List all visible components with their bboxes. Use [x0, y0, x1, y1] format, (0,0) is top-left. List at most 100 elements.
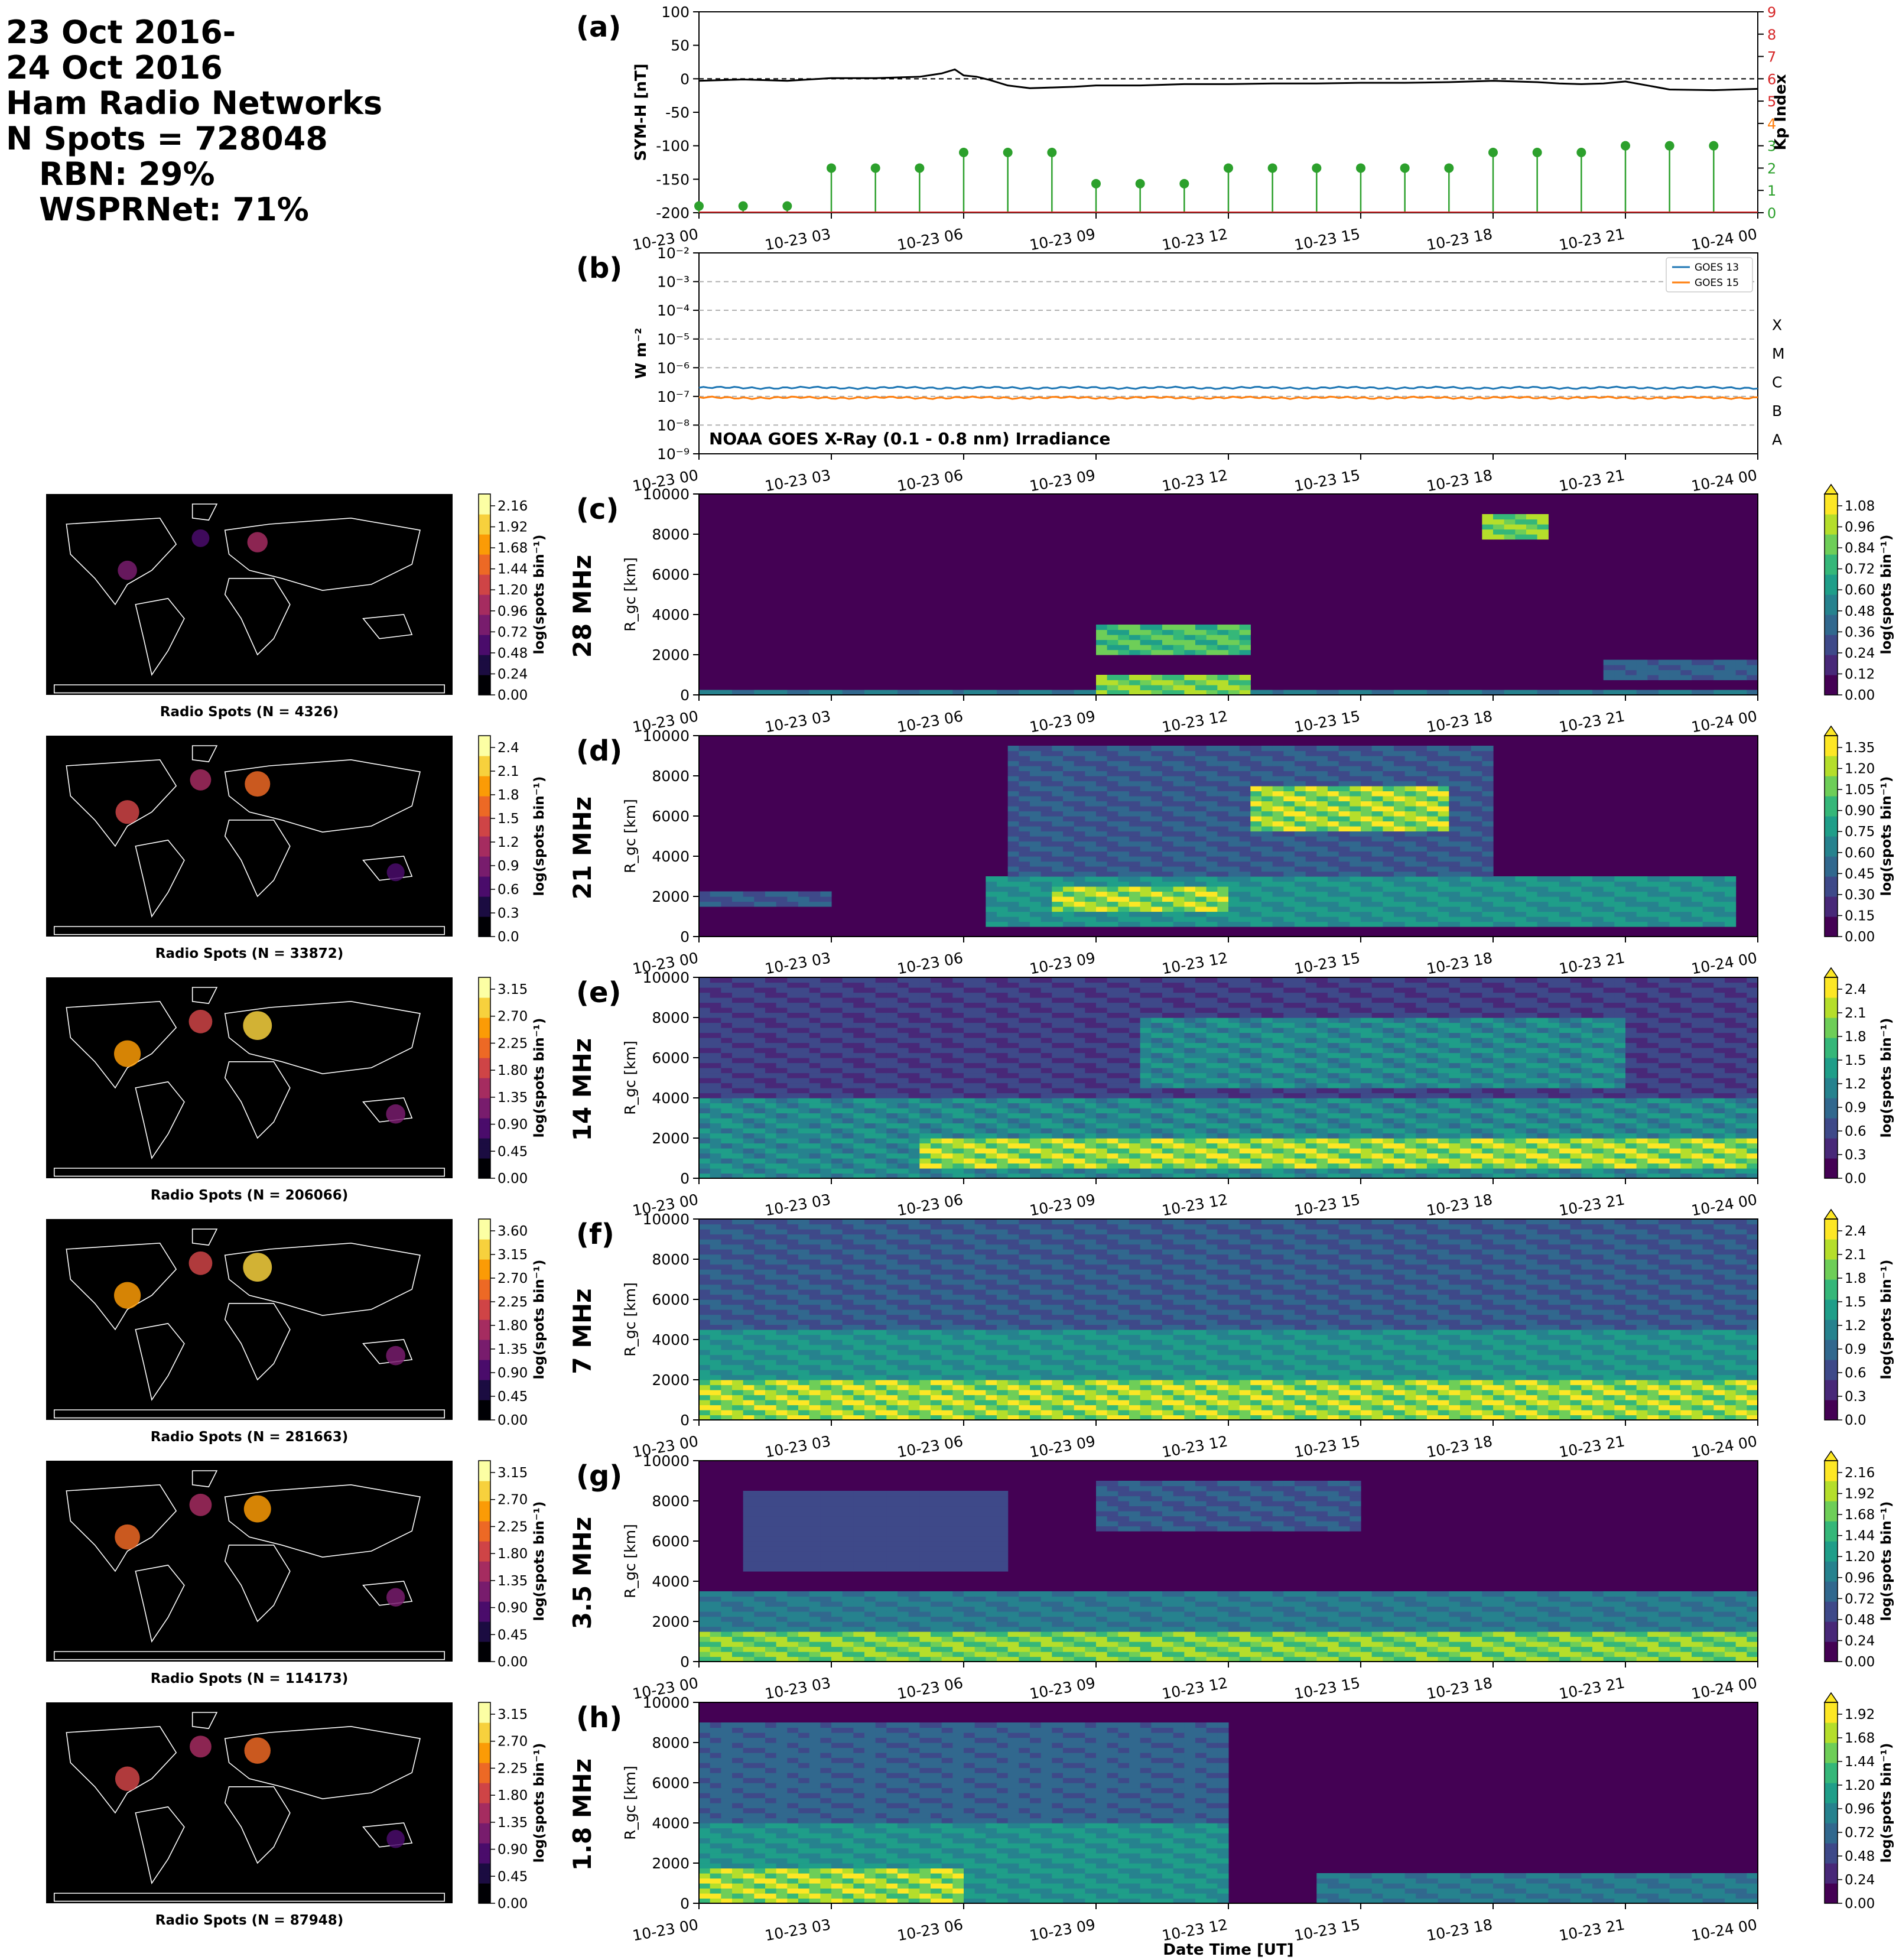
heatmap-cell: [1118, 746, 1130, 752]
heatmap-cell: [1570, 921, 1582, 927]
heatmap-cell: [1184, 1002, 1196, 1008]
heatmap-cell: [986, 1032, 997, 1038]
heatmap-cell: [1350, 876, 1361, 882]
heatmap-cell: [1019, 841, 1030, 847]
heatmap-cell: [1107, 801, 1118, 807]
heatmap-cell: [1173, 1128, 1185, 1134]
heatmap-cell: [1272, 1133, 1284, 1139]
heatmap-cell: [1427, 756, 1439, 762]
heatmap-cell: [1107, 1038, 1118, 1044]
heatmap-cell: [952, 1018, 964, 1023]
heatmap-cell: [1295, 766, 1306, 772]
heatmap-cell: [908, 1173, 920, 1179]
heatmap-cell: [1295, 781, 1306, 786]
heatmap-cell: [875, 997, 887, 1003]
heatmap-cell: [1195, 1062, 1207, 1068]
heatmap-cell: [787, 690, 799, 695]
heatmap-cell: [1316, 766, 1328, 772]
heatmap-cell: [1261, 776, 1273, 782]
heatmap-cell: [710, 1103, 721, 1109]
heatmap-cell: [1305, 886, 1317, 892]
y-tick-label: 10⁻⁹: [657, 446, 690, 463]
heatmap-cell: [1184, 1007, 1196, 1013]
map-colorbar-cell: [479, 750, 490, 756]
heatmap-cell: [1129, 791, 1141, 797]
heatmap-cell: [1404, 921, 1416, 927]
coastline: [53, 926, 446, 935]
heatmap-cell: [974, 1018, 986, 1023]
heatmap-cell: [1239, 841, 1251, 847]
heatmap-cell: [1151, 921, 1163, 927]
heatmap-cell: [1228, 801, 1240, 807]
heatmap-cell: [1030, 766, 1042, 772]
heatmap-cell: [1239, 997, 1251, 1003]
heatmap-cell: [787, 997, 799, 1003]
heatmap-cell: [1107, 629, 1118, 635]
heatmap-cell: [721, 1153, 733, 1159]
heatmap-cell: [798, 1002, 810, 1008]
heatmap-cell: [1019, 1093, 1030, 1098]
heatmap-cell: [1427, 881, 1439, 887]
heatmap-cell: [809, 1002, 821, 1008]
heatmap-cell: [1305, 1038, 1317, 1044]
heatmap-cell: [1239, 851, 1251, 857]
heatmap-cell: [1206, 836, 1218, 842]
heatmap-cell: [1195, 1148, 1207, 1154]
heatmap-cell: [1195, 856, 1207, 862]
heatmap-cell: [1316, 1153, 1328, 1159]
heatmap-cell: [1030, 791, 1042, 797]
heatmap-cell: [1361, 760, 1373, 766]
heatmap-cell: [1195, 1002, 1207, 1008]
heatmap-cell: [1239, 750, 1251, 756]
heatmap-cell: [1350, 776, 1361, 782]
flare-class-label: C: [1772, 374, 1782, 391]
heatmap-cell: [1040, 796, 1052, 802]
heatmap-cell: [820, 1133, 832, 1139]
heatmap-cell: [1460, 891, 1472, 897]
heatmap-cell: [1184, 866, 1196, 872]
heatmap-cell: [787, 1173, 799, 1179]
panel-label: (c): [576, 493, 619, 526]
heatmap-cell: [809, 1028, 821, 1033]
heatmap-cell: [1195, 861, 1207, 867]
heatmap-cell: [1471, 846, 1482, 852]
heatmap-cell: [1559, 901, 1571, 907]
heatmap-cell: [1394, 776, 1406, 782]
map-colorbar-cell: [479, 876, 490, 882]
heatmap-cell: [1217, 836, 1229, 842]
heatmap-cell: [1261, 801, 1273, 807]
heatmap-cell: [1151, 831, 1163, 837]
heatmap-cell: [1162, 1007, 1174, 1013]
heatmap-cell: [1195, 871, 1207, 877]
heatmap-cell: [1316, 1088, 1328, 1094]
map-colorbar-cell: [479, 766, 490, 772]
heatmap-cell: [1195, 866, 1207, 872]
heatmap-cell: [1416, 876, 1427, 882]
heatmap-cell: [1052, 791, 1064, 797]
map-colorbar-tick-label: 1.68: [497, 541, 528, 556]
heatmap-cell: [1305, 1098, 1317, 1104]
heatmap-cell: [1096, 1083, 1108, 1088]
heatmap-cell: [1228, 649, 1240, 655]
heatmap-cell: [1614, 659, 1626, 665]
heatmap-cell: [1206, 816, 1218, 822]
heatmap-cell: [1559, 881, 1571, 887]
heatmap-cell: [710, 992, 721, 998]
heatmap-cell: [1239, 1048, 1251, 1054]
heatmap-cell: [732, 1098, 744, 1104]
map-colorbar-cell: [479, 544, 490, 550]
heatmap-cell: [710, 997, 721, 1003]
heatmap-cell: [1162, 1093, 1174, 1098]
heatmap-cell: [1371, 881, 1383, 887]
heatmap-cell: [1162, 977, 1174, 983]
heatmap-cell: [798, 1032, 810, 1038]
heatmap-cell: [1283, 977, 1295, 983]
colorbar-cell: [1825, 665, 1838, 671]
heatmap-cell: [1438, 841, 1449, 847]
heatmap-cell: [1007, 746, 1019, 752]
heatmap-cell: [1206, 760, 1218, 766]
heatmap-cell: [809, 1103, 821, 1109]
heatmap-cell: [798, 1022, 810, 1028]
heatmap-cell: [1438, 851, 1449, 857]
heatmap-cell: [798, 901, 810, 907]
